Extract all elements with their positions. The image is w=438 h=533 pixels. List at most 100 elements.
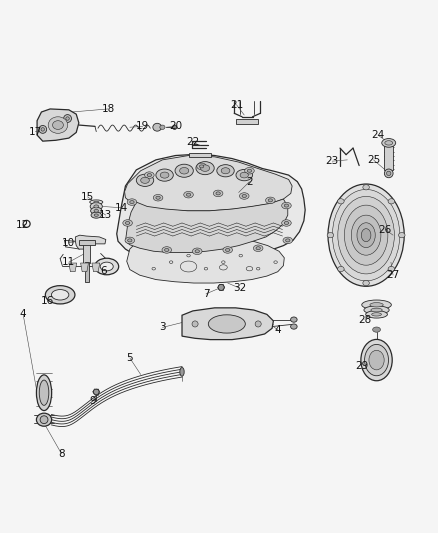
Ellipse shape [371,308,382,312]
Ellipse shape [195,250,199,253]
Ellipse shape [282,203,291,209]
Ellipse shape [160,172,169,178]
Ellipse shape [373,327,381,332]
Ellipse shape [36,375,52,410]
Text: 19: 19 [136,122,149,131]
Text: 20: 20 [169,122,182,131]
Ellipse shape [94,201,99,203]
Ellipse shape [46,286,75,304]
Ellipse shape [91,207,102,214]
Text: 17: 17 [29,126,42,136]
Text: 12: 12 [16,220,29,230]
Ellipse shape [192,321,198,327]
Text: 3: 3 [159,322,166,333]
Ellipse shape [36,413,52,426]
Ellipse shape [290,317,297,322]
Text: 15: 15 [81,192,94,202]
Text: 10: 10 [62,238,75,247]
Text: 27: 27 [386,270,400,280]
Ellipse shape [364,344,389,376]
Text: 6: 6 [100,266,107,276]
Ellipse shape [40,416,48,424]
Text: 18: 18 [101,104,115,114]
Text: 2: 2 [246,176,253,187]
Polygon shape [125,199,288,253]
Ellipse shape [362,300,391,310]
Ellipse shape [369,350,384,370]
Ellipse shape [218,284,224,290]
Ellipse shape [283,237,293,244]
Ellipse shape [256,247,260,250]
Ellipse shape [361,340,392,381]
Ellipse shape [197,163,206,169]
Text: 32: 32 [233,283,247,293]
Ellipse shape [247,169,252,172]
Ellipse shape [162,247,172,253]
Ellipse shape [366,311,388,318]
Ellipse shape [363,184,369,190]
Polygon shape [69,263,77,272]
Ellipse shape [242,195,247,198]
Ellipse shape [327,232,334,238]
Ellipse shape [208,315,245,333]
Ellipse shape [94,214,99,216]
Ellipse shape [64,115,71,123]
Polygon shape [117,154,305,262]
Bar [83,244,90,263]
Ellipse shape [90,203,102,211]
Ellipse shape [94,209,99,212]
Text: 29: 29 [355,361,368,371]
Ellipse shape [94,205,99,208]
Ellipse shape [328,184,404,286]
Ellipse shape [236,169,253,181]
Ellipse shape [361,229,371,241]
Ellipse shape [130,200,134,204]
Ellipse shape [39,380,49,405]
Ellipse shape [51,289,69,300]
Ellipse shape [351,215,381,255]
Ellipse shape [253,245,263,252]
Text: 16: 16 [41,296,54,306]
Polygon shape [124,156,292,211]
Ellipse shape [127,199,137,205]
Text: 26: 26 [378,224,392,235]
Ellipse shape [93,389,99,394]
Ellipse shape [156,196,160,199]
Text: 23: 23 [325,156,339,166]
Text: 5: 5 [127,353,133,363]
Ellipse shape [399,232,405,238]
Ellipse shape [213,190,223,197]
Ellipse shape [199,165,204,168]
Ellipse shape [175,164,193,177]
Ellipse shape [338,199,344,204]
Ellipse shape [382,139,396,147]
Ellipse shape [372,313,381,316]
Ellipse shape [240,172,248,178]
Ellipse shape [290,324,297,329]
Ellipse shape [90,200,103,204]
Ellipse shape [125,221,130,224]
Text: 13: 13 [99,210,113,220]
Ellipse shape [180,367,184,376]
Ellipse shape [385,141,392,145]
Bar [189,154,211,157]
Ellipse shape [123,220,132,226]
Ellipse shape [226,248,230,252]
Ellipse shape [364,306,389,314]
Text: 9: 9 [89,395,96,406]
Ellipse shape [217,165,234,177]
Ellipse shape [286,239,290,242]
Ellipse shape [196,161,214,175]
Ellipse shape [41,128,45,131]
Ellipse shape [388,199,395,204]
Polygon shape [92,263,100,272]
Ellipse shape [145,172,154,179]
Polygon shape [75,235,106,249]
Ellipse shape [91,212,102,218]
Ellipse shape [255,321,261,327]
Ellipse shape [153,123,162,131]
Ellipse shape [165,248,169,252]
Ellipse shape [240,193,249,199]
Ellipse shape [284,204,289,207]
Ellipse shape [201,165,210,172]
